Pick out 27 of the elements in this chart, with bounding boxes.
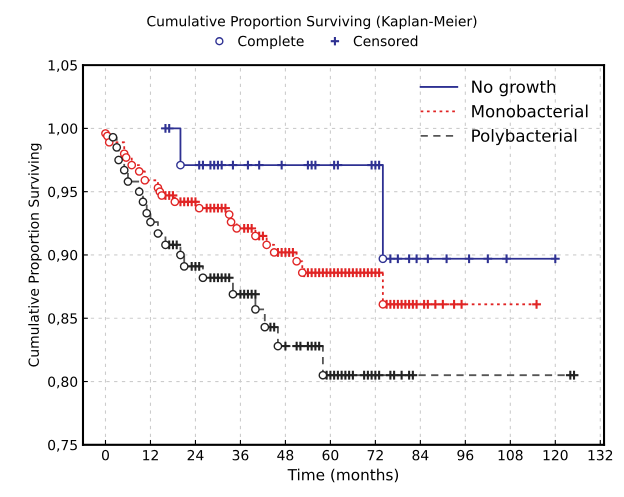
y-axis-title: Cumulative Proportion Surviving	[28, 144, 42, 367]
x-tick-label: 84	[412, 450, 428, 460]
x-tick-label: 120	[544, 450, 568, 460]
y-tick-label: 0,90	[48, 250, 78, 262]
x-tick-label: 12	[143, 450, 158, 460]
legend-label: No growth	[472, 80, 556, 96]
x-tick-label: 24	[188, 450, 204, 460]
legend-label: Complete	[238, 36, 304, 49]
y-tick-label: 1,05	[48, 60, 77, 72]
x-tick-label: 96	[457, 450, 474, 460]
y-tick-label: 0,80	[48, 376, 78, 388]
x-tick-label: 36	[232, 450, 248, 460]
x-axis-title: Time (months)	[288, 468, 398, 482]
y-tick-label: 0,95	[48, 186, 77, 199]
y-tick-label: 1,00	[48, 123, 78, 136]
x-tick-label: 132	[588, 450, 612, 460]
x-tick-label: 0	[102, 450, 109, 460]
y-tick-label: 0,75	[48, 440, 77, 452]
x-tick-label: 48	[277, 450, 294, 460]
legend-label: Monobacterial	[472, 104, 588, 118]
x-tick-label: 72	[368, 450, 383, 460]
chart-title: Cumulative Proportion Surviving (Kaplan-Meier)	[147, 16, 476, 30]
legend-label: Polybacterial	[472, 129, 576, 146]
x-tick-label: 60	[322, 450, 338, 460]
x-tick-label: 108	[498, 450, 523, 460]
legend-label: Censored	[354, 36, 418, 46]
y-tick-label: 0,85	[48, 313, 77, 326]
